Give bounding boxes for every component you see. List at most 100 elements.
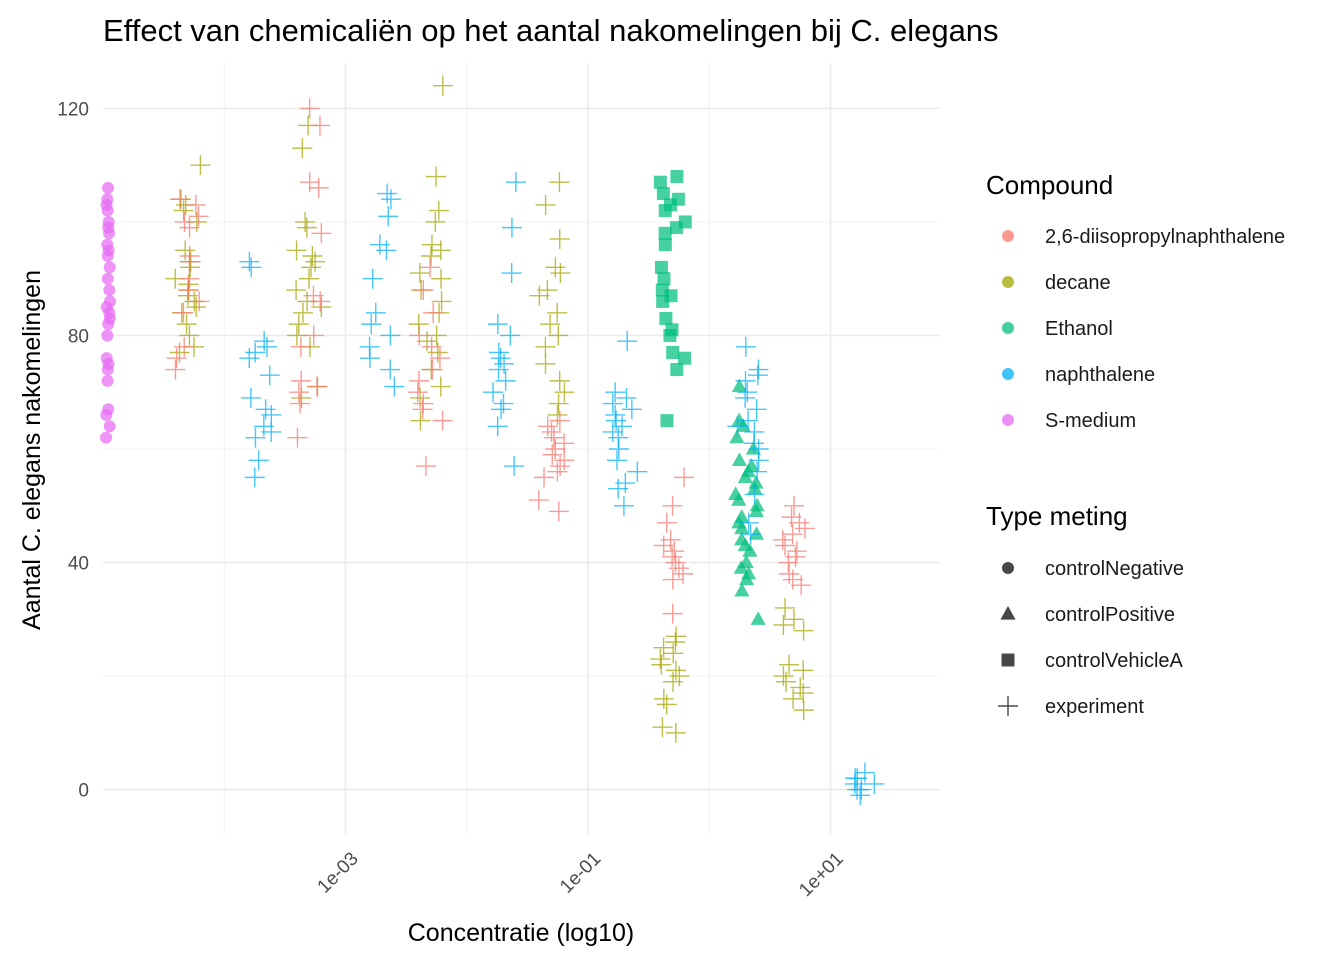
data-point (369, 234, 390, 255)
data-point (288, 314, 309, 335)
data-point (656, 187, 670, 201)
data-point (103, 261, 116, 274)
data-point (102, 403, 115, 416)
data-point (738, 410, 759, 431)
data-point (665, 632, 686, 652)
data-point (169, 189, 190, 210)
data-point (537, 416, 558, 437)
data-point (653, 688, 674, 709)
data-point (365, 302, 386, 323)
data-point (785, 546, 806, 567)
data-point (179, 325, 200, 346)
data-point (413, 280, 434, 301)
data-point (542, 444, 563, 465)
legend-key-type (998, 696, 1018, 716)
y-tick-label: 80 (68, 326, 89, 347)
data-point (673, 563, 694, 584)
data-point (657, 272, 671, 286)
data-point (103, 284, 116, 297)
data-point (734, 531, 750, 546)
data-point (749, 497, 765, 512)
x-axis-title: Concentratie (log10) (408, 919, 635, 947)
data-point (545, 257, 566, 278)
data-point (665, 323, 679, 337)
data-point (550, 456, 571, 477)
data-point (529, 285, 550, 306)
data-point (241, 257, 262, 278)
data-point (613, 495, 634, 516)
data-point (554, 433, 575, 454)
data-point (426, 325, 447, 346)
data-point (291, 387, 312, 408)
data-point (748, 475, 764, 489)
data-point (789, 512, 810, 533)
data-point (299, 98, 320, 119)
data-point (420, 246, 441, 266)
data-point (656, 512, 677, 533)
data-point (245, 342, 266, 363)
data-point (734, 509, 750, 523)
data-point (735, 336, 756, 357)
data-point (746, 399, 767, 420)
data-point (429, 348, 450, 369)
data-point (543, 427, 564, 448)
data-point (737, 382, 758, 403)
data-point (415, 456, 436, 477)
data-point (854, 762, 875, 783)
data-point (307, 376, 328, 397)
data-point (166, 348, 187, 369)
data-point (656, 694, 677, 715)
ticks-layer: 0 40 80 120 1e-03 1e-01 1e+01 (57, 99, 847, 901)
data-point (549, 228, 570, 249)
data-point (100, 352, 113, 365)
data-point (847, 768, 868, 789)
data-point (179, 217, 200, 238)
data-point (731, 452, 748, 466)
data-point (793, 700, 814, 721)
data-point (422, 359, 443, 380)
data-point (535, 336, 556, 357)
data-point (490, 348, 511, 369)
data-point (545, 439, 566, 459)
data-point (537, 280, 558, 301)
data-point (186, 297, 207, 318)
data-point (255, 399, 276, 420)
data-point (287, 427, 308, 448)
data-point (431, 291, 452, 312)
legend: Compound Type meting 2,6-diisopropylnaph… (986, 170, 1285, 718)
data-point (174, 211, 195, 232)
data-point (178, 280, 199, 301)
data-point (740, 524, 761, 545)
data-point (662, 569, 683, 590)
legend-key-compound (1002, 414, 1014, 426)
data-point (430, 376, 451, 397)
data-point (773, 614, 794, 635)
data-point (296, 217, 317, 238)
data-point (663, 643, 684, 664)
data-point (505, 172, 526, 193)
data-point (101, 193, 114, 206)
data-point (535, 353, 556, 374)
data-point (779, 563, 800, 584)
data-point (548, 325, 569, 346)
data-point (678, 215, 692, 229)
data-point (747, 461, 768, 482)
data-point (188, 206, 209, 227)
data-point (102, 181, 115, 194)
data-point (174, 336, 195, 357)
data-point (652, 717, 673, 738)
data-point (487, 416, 508, 437)
data-point (286, 280, 307, 301)
data-point (850, 785, 871, 806)
y-tick-label: 0 (78, 781, 89, 802)
data-point (665, 722, 686, 743)
data-point (616, 387, 637, 408)
data-point (254, 331, 275, 352)
x-tick-label: 1e+01 (795, 848, 848, 901)
data-point (301, 257, 322, 278)
data-point (421, 336, 442, 357)
data-point (550, 263, 571, 284)
data-point (621, 399, 642, 420)
data-point (417, 331, 438, 352)
